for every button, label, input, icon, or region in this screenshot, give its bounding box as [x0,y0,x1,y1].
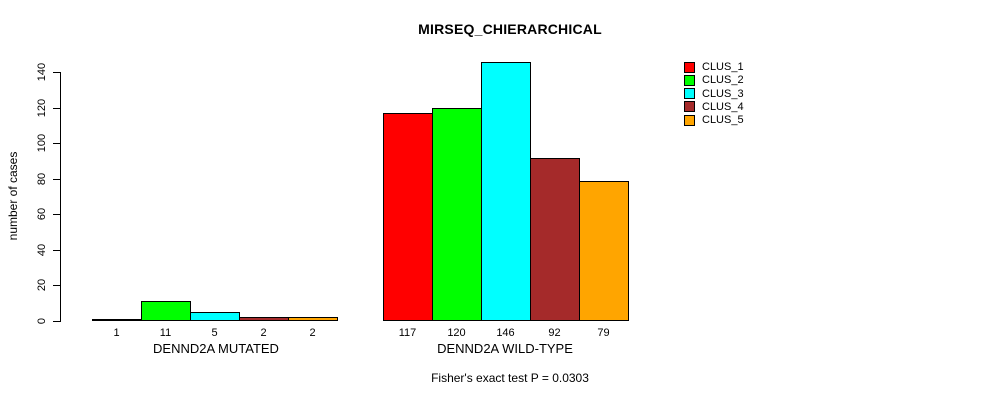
bar-value-label: 5 [211,327,218,339]
y-tick [53,107,61,109]
footnote-fisher-test: Fisher's exact test P = 0.0303 [431,371,589,385]
bar-value-label: 120 [447,327,466,339]
bar-clus_4 [530,158,580,321]
y-tick-label: 120 [36,98,48,118]
bar-value-label: 117 [398,327,417,339]
legend-item-clus_5: CLUS_5 [684,114,744,126]
group-label-dennd2a-mutated: DENND2A MUTATED [153,341,279,356]
bar-clus_1 [92,319,142,321]
bar-clus_2 [432,108,482,321]
y-tick [53,178,61,180]
y-axis-label: number of cases [6,151,20,241]
legend-label: CLUS_1 [702,61,744,73]
bar-clus_1 [383,113,433,321]
legend-label: CLUS_2 [702,74,744,87]
bar-value-label: 146 [496,327,515,339]
bar-value-label: 2 [260,327,267,339]
y-tick-label: 100 [36,133,48,153]
bar-clus_3 [481,62,531,321]
legend-swatch-icon [684,114,695,126]
bar-value-label: 92 [548,327,561,339]
bar-value-label: 11 [159,327,172,339]
legend-label: CLUS_3 [702,87,744,100]
bar-clus_2 [141,301,191,321]
legend-swatch-icon [684,88,695,100]
bar-value-label: 79 [597,327,610,339]
bar-clus_5 [288,317,338,321]
y-tick [53,320,61,322]
bar-clus_3 [190,312,240,321]
y-tick-label: 60 [36,207,48,221]
bar-clus_4 [239,317,289,321]
y-axis-line [60,72,61,321]
y-tick [53,71,61,73]
group-label-dennd2a-wild-type: DENND2A WILD-TYPE [437,341,573,356]
legend-swatch-icon [684,74,695,86]
legend-item-clus_3: CLUS_3 [684,88,744,100]
legend-item-clus_1: CLUS_1 [684,61,744,73]
legend-label: CLUS_4 [702,100,744,113]
y-tick-label: 140 [36,62,48,82]
chart-title: MIRSEQ_CHIERARCHICAL [418,21,602,37]
y-tick-label: 40 [36,243,48,257]
bar-value-label: 2 [309,327,316,339]
y-tick-label: 0 [36,317,48,325]
bar-clus_5 [579,181,629,321]
legend-item-clus_4: CLUS_4 [684,101,744,113]
legend-swatch-icon [684,61,695,73]
legend-swatch-icon [684,101,695,113]
legend-item-clus_2: CLUS_2 [684,74,744,86]
y-tick [53,213,61,215]
legend-label: CLUS_5 [702,114,744,127]
y-tick [53,249,61,251]
y-tick-label: 80 [36,172,48,186]
bar-value-label: 1 [113,327,120,339]
y-tick [53,284,61,286]
y-tick-label: 20 [36,278,48,292]
y-tick [53,142,61,144]
